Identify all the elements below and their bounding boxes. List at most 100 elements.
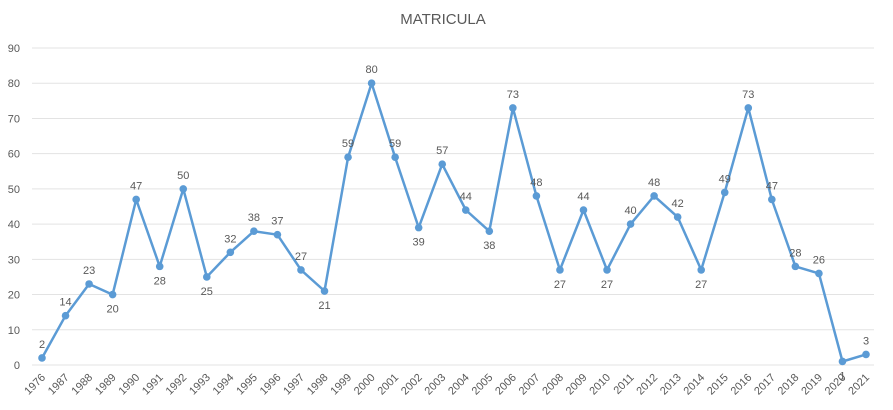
data-point <box>720 188 729 197</box>
x-tick-label: 2001 <box>375 372 401 398</box>
x-tick-label: 2017 <box>752 372 778 398</box>
data-point <box>344 153 352 161</box>
data-point <box>791 262 800 271</box>
y-tick-label: 40 <box>8 219 20 231</box>
x-tick-label: 2014 <box>682 372 708 398</box>
data-point <box>815 269 823 278</box>
data-label: 3 <box>863 335 869 347</box>
x-tick-label: 2011 <box>611 372 636 397</box>
x-tick-label: 1990 <box>116 372 142 398</box>
x-tick-label: 2005 <box>470 372 496 398</box>
data-label: 73 <box>742 89 754 101</box>
data-label: 14 <box>59 297 71 309</box>
data-point <box>250 227 258 235</box>
x-tick-label: 1995 <box>234 372 260 398</box>
data-point <box>226 248 235 257</box>
x-tick-label: 2018 <box>776 372 802 398</box>
data-point <box>697 266 705 274</box>
x-tick-label: 2013 <box>658 372 684 398</box>
data-point <box>626 220 635 228</box>
data-point <box>461 206 470 214</box>
data-point <box>38 354 46 362</box>
data-point <box>297 266 305 274</box>
data-label: 48 <box>648 177 660 189</box>
y-tick-label: 80 <box>8 78 20 90</box>
x-tick-label: 1999 <box>328 372 354 398</box>
y-axis-ticks: 0 10 20 30 40 50 60 70 80 90 <box>8 43 20 372</box>
x-tick-label: 2006 <box>493 372 519 398</box>
data-point <box>273 230 282 239</box>
y-tick-label: 60 <box>8 149 20 161</box>
x-tick-label: 2003 <box>423 372 449 398</box>
data-label: 40 <box>624 205 636 217</box>
data-point <box>414 223 423 232</box>
data-label: 38 <box>483 240 495 252</box>
y-tick-label: 70 <box>8 113 20 125</box>
data-label: 27 <box>601 279 613 291</box>
data-label: 80 <box>365 64 377 76</box>
data-point <box>179 185 188 193</box>
data-label: 57 <box>436 145 448 157</box>
x-tick-label: 2010 <box>587 372 613 398</box>
data-label: 23 <box>83 265 95 277</box>
data-label: 48 <box>530 177 542 189</box>
x-tick-label: 2004 <box>446 372 472 398</box>
data-point <box>603 266 611 274</box>
series-line <box>40 81 868 363</box>
data-label: 47 <box>766 180 778 192</box>
data-label: 2 <box>39 339 45 351</box>
data-label: 59 <box>342 138 354 150</box>
data-label: 1 <box>839 370 845 382</box>
y-tick-label: 30 <box>8 254 20 266</box>
data-point <box>556 266 564 274</box>
data-point <box>391 153 399 161</box>
data-point <box>744 104 753 112</box>
data-point <box>485 227 494 235</box>
data-point <box>132 195 140 204</box>
x-tick-label: 2021 <box>846 372 872 398</box>
y-tick-label: 0 <box>14 360 20 372</box>
x-tick-label: 1996 <box>258 372 284 398</box>
x-tick-label: 1994 <box>211 372 237 398</box>
data-label: 27 <box>554 279 566 291</box>
data-label: 20 <box>107 304 119 316</box>
data-point <box>367 79 376 88</box>
x-tick-label: 1993 <box>187 372 213 398</box>
data-label: 39 <box>413 237 425 249</box>
data-point <box>61 311 70 320</box>
chart-title: MATRICULA <box>400 11 486 28</box>
x-tick-label: 2007 <box>517 372 543 398</box>
x-tick-label: 1992 <box>164 372 190 398</box>
data-label: 26 <box>813 254 825 266</box>
y-tick-label: 90 <box>8 43 20 55</box>
x-tick-label: 2002 <box>399 372 425 398</box>
y-tick-label: 50 <box>8 184 20 196</box>
data-point <box>85 280 93 288</box>
x-tick-label: 1991 <box>140 372 166 398</box>
data-label: 21 <box>318 300 330 312</box>
data-point <box>438 160 447 169</box>
data-point <box>320 287 329 295</box>
data-label: 50 <box>177 170 189 182</box>
data-label: 44 <box>577 191 589 203</box>
x-tick-label: 1998 <box>305 372 331 398</box>
x-tick-label: 2009 <box>564 372 590 398</box>
y-tick-label: 20 <box>8 290 20 302</box>
data-label: 38 <box>248 212 260 224</box>
data-label: 27 <box>695 279 707 291</box>
x-tick-label: 1987 <box>46 372 72 398</box>
data-label: 37 <box>271 216 283 228</box>
x-axis-ticks: 1976198719881989199019911992199319941995… <box>22 372 872 398</box>
data-point <box>108 290 117 299</box>
data-label: 42 <box>672 198 684 210</box>
data-point <box>155 262 164 271</box>
data-label: 44 <box>460 191 472 203</box>
y-tick-label: 10 <box>8 325 20 337</box>
x-tick-label: 2012 <box>634 372 660 398</box>
data-label: 28 <box>789 247 801 259</box>
data-point <box>768 195 776 204</box>
x-tick-label: 1997 <box>281 372 307 398</box>
data-point <box>532 192 541 200</box>
